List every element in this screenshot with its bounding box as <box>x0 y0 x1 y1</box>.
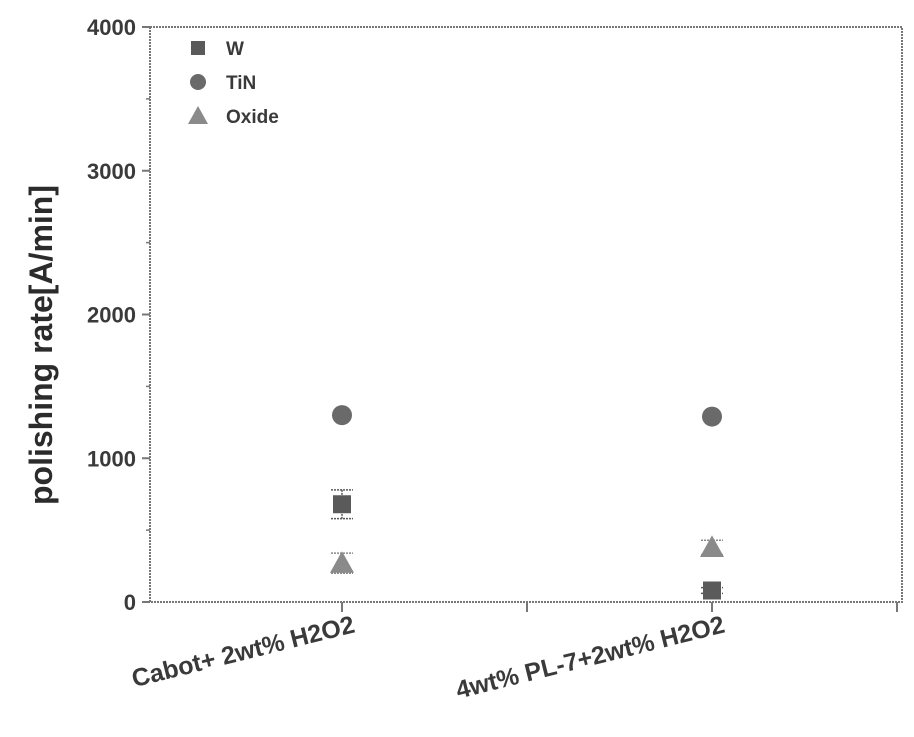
y-tick-label: 1000 <box>87 446 136 471</box>
data-point-oxide <box>330 551 354 573</box>
legend-label-oxide: Oxide <box>226 107 279 128</box>
legend-marker-oxide <box>188 106 208 124</box>
data-point-w <box>703 582 721 600</box>
y-tick-label: 0 <box>124 590 136 615</box>
data-point-oxide <box>700 535 724 557</box>
y-tick-label: 3000 <box>87 159 136 184</box>
legend-label-w: W <box>226 39 244 60</box>
legend-label-tin: TiN <box>226 73 256 94</box>
data-point-tin <box>332 405 352 425</box>
y-axis-label: polishing rate[A/min] <box>23 185 59 505</box>
legend: W TiN Oxide <box>188 39 279 128</box>
x-axis: Cabot+ 2wt% H2O2 4wt% PL-7+2wt% H2O2 <box>129 602 897 705</box>
data-points <box>330 405 724 599</box>
y-axis: 0 1000 2000 3000 4000 <box>87 15 150 615</box>
x-category-label: Cabot+ 2wt% H2O2 <box>129 611 358 693</box>
x-category-label: 4wt% PL-7+2wt% H2O2 <box>453 611 727 705</box>
legend-marker-w <box>191 41 205 55</box>
data-point-w <box>333 495 351 513</box>
data-point-tin <box>702 407 722 427</box>
y-tick-label: 2000 <box>87 303 136 328</box>
legend-marker-tin <box>190 74 206 90</box>
y-tick-label: 4000 <box>87 15 136 40</box>
